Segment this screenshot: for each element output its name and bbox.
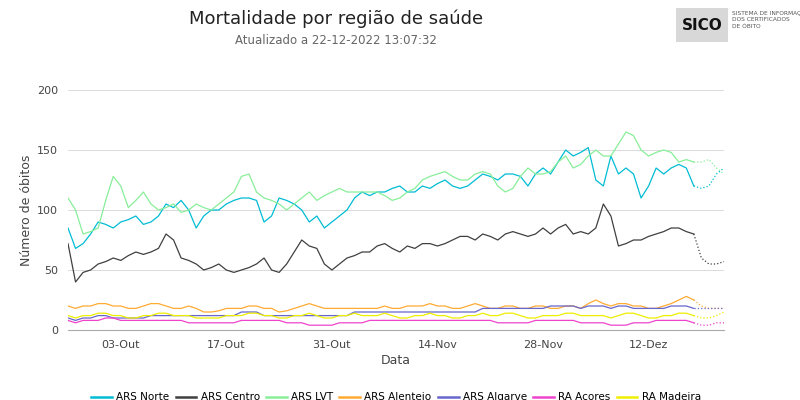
Text: Atualizado a 22-12-2022 13:07:32: Atualizado a 22-12-2022 13:07:32 (235, 34, 437, 47)
Text: Mortalidade por região de saúde: Mortalidade por região de saúde (189, 10, 483, 28)
Legend: ARS Norte, ARS Centro, ARS LVT, ARS Alentejo, ARS Algarve, RA Açores, RA Madeira: ARS Norte, ARS Centro, ARS LVT, ARS Alen… (87, 388, 705, 400)
Text: SISTEMA DE INFORMAÇÃO
DOS CERTIFICADOS
DE ÓBITO: SISTEMA DE INFORMAÇÃO DOS CERTIFICADOS D… (732, 10, 800, 29)
X-axis label: Data: Data (381, 354, 411, 367)
Y-axis label: Número de óbitos: Número de óbitos (20, 154, 33, 266)
Text: SICO: SICO (682, 18, 722, 32)
